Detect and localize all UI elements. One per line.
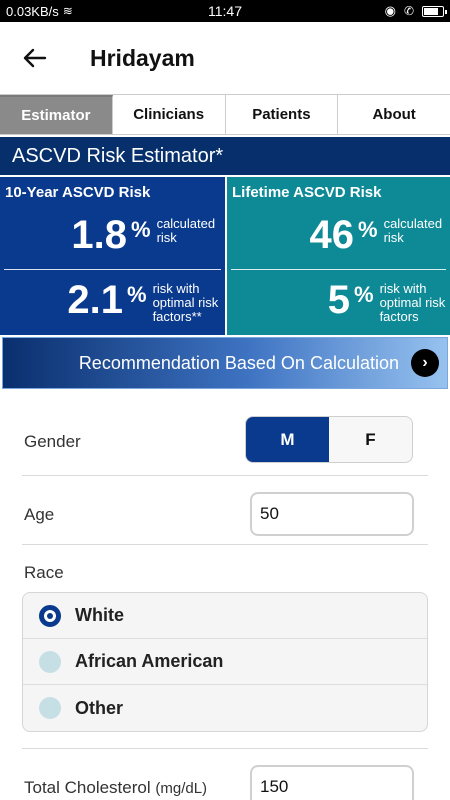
label-line: calculated [156, 216, 216, 231]
lifetime-optimal-label: risk with optimal risk factors [380, 282, 446, 324]
lifetime-optimal-value: 5 [327, 278, 350, 322]
label-line: risk with [379, 281, 427, 296]
status-bar: 0.03KB/s ≋ 11:47 ◉ ✆ [0, 0, 450, 22]
percent-sign: % [358, 217, 378, 242]
lifetime-calculated-label: calculated risk [384, 217, 443, 245]
app-bar: Hridayam [0, 22, 450, 94]
arrow-left-icon [23, 48, 47, 68]
wifi-icon: ≋ [62, 4, 73, 18]
label-line: calculated [383, 216, 443, 231]
age-input[interactable]: 50 [250, 492, 414, 536]
tab-patients[interactable]: Patients [225, 95, 339, 134]
divider [22, 748, 428, 749]
tab-about[interactable]: About [338, 95, 450, 134]
tab-bar: Estimator Clinicians Patients About [0, 94, 450, 135]
age-row: Age 50 [22, 477, 428, 545]
battery-icon [422, 5, 447, 17]
app-title: Hridayam [90, 44, 195, 71]
label-line: factors** [152, 309, 202, 324]
recommendation-button[interactable]: Recommendation Based On Calculation › [2, 337, 448, 389]
label-line: optimal risk [152, 295, 219, 310]
clock: 11:47 [208, 3, 242, 19]
total-cholesterol-label-text: Total Cholesterol [24, 778, 151, 797]
ten-year-risk-title: 10-Year ASCVD Risk [5, 184, 151, 201]
lifetime-optimal-row: 5 % risk with optimal risk factors [231, 269, 446, 333]
race-option-white[interactable]: White [23, 593, 427, 639]
lifetime-risk-panel: Lifetime ASCVD Risk 46 % calculated risk… [227, 177, 450, 335]
race-option-african-american[interactable]: African American [23, 639, 427, 685]
lifetime-calculated-value: 46 [309, 213, 355, 257]
radio-unselected-icon [39, 697, 61, 719]
eye-icon: ◉ [384, 3, 396, 18]
percent-sign: % [354, 282, 374, 307]
radio-unselected-icon [39, 650, 61, 673]
race-option-label: African American [75, 651, 224, 671]
race-option-label: White [75, 605, 124, 625]
label-line: factors [379, 309, 419, 324]
gender-male-button[interactable]: M [246, 417, 329, 462]
percent-sign: % [131, 217, 151, 242]
phone-hd-icon: ✆ [403, 4, 414, 18]
label-line: risk [383, 230, 404, 245]
ten-year-optimal-row: 2.1 % risk with optimal risk factors** [4, 269, 221, 333]
estimator-header: ASCVD Risk Estimator* [0, 137, 450, 175]
gender-toggle: M F [245, 416, 413, 463]
gender-label: Gender [24, 432, 81, 451]
race-options: White African American Other [22, 592, 428, 732]
tab-estimator[interactable]: Estimator [0, 95, 113, 134]
race-label: Race [24, 563, 64, 582]
race-option-other[interactable]: Other [23, 685, 427, 731]
ten-year-calculated-value: 1.8 [71, 213, 127, 257]
label-line: optimal risk [379, 295, 446, 310]
gender-row: Gender M F [22, 404, 428, 476]
race-option-label: Other [75, 697, 124, 718]
ten-year-calculated-label: calculated risk [157, 217, 216, 245]
back-button[interactable] [0, 22, 70, 94]
recommendation-label: Recommendation Based On Calculation [78, 352, 399, 373]
tab-clinicians[interactable]: Clinicians [112, 95, 226, 134]
total-cholesterol-unit: (mg/dL) [155, 780, 208, 797]
ten-year-calculated-row: 1.8 % calculated risk [0, 207, 225, 269]
ten-year-optimal-label: risk with optimal risk factors** [153, 282, 219, 324]
percent-sign: % [127, 282, 147, 307]
label-line: risk with [152, 281, 200, 296]
total-cholesterol-input[interactable]: 150 [250, 765, 414, 800]
age-label: Age [24, 505, 55, 524]
gender-female-button[interactable]: F [365, 429, 376, 449]
label-line: risk [156, 230, 177, 245]
total-cholesterol-label: Total Cholesterol (mg/dL) [24, 778, 207, 798]
lifetime-risk-title: Lifetime ASCVD Risk [232, 184, 382, 201]
network-speed: 0.03KB/s [6, 3, 59, 19]
ten-year-risk-panel: 10-Year ASCVD Risk 1.8 % calculated risk… [0, 177, 225, 335]
ten-year-optimal-value: 2.1 [67, 278, 123, 322]
lifetime-calculated-row: 46 % calculated risk [227, 207, 450, 269]
radio-selected-icon [39, 604, 61, 627]
chevron-right-icon: › [411, 349, 439, 377]
